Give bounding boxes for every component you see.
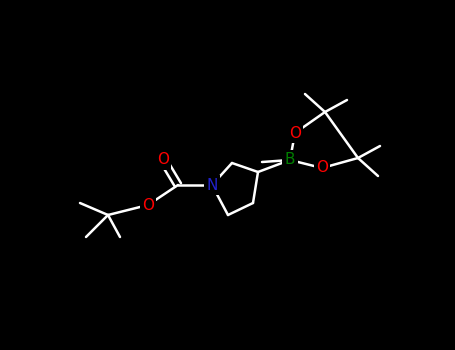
- Text: N: N: [206, 177, 217, 192]
- Text: B: B: [285, 153, 295, 168]
- Text: O: O: [142, 197, 154, 212]
- Text: O: O: [157, 153, 169, 168]
- Text: O: O: [289, 126, 301, 140]
- Text: O: O: [316, 161, 328, 175]
